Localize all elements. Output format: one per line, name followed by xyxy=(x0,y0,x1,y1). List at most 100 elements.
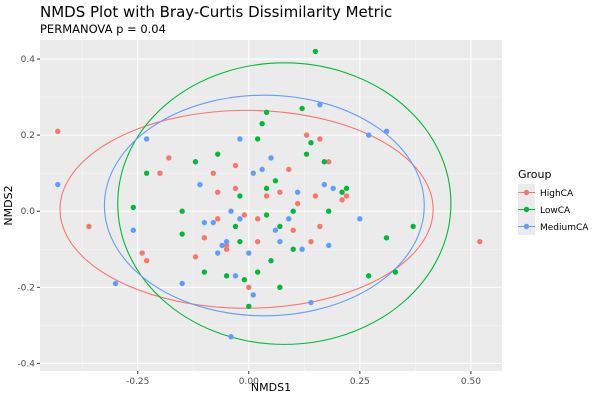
legend: Group HighCA LowCA MediumCA xyxy=(518,168,589,235)
y-tick-label: 0.4 xyxy=(21,55,36,65)
point-lowca xyxy=(192,159,199,165)
point-lowca xyxy=(232,223,239,230)
point-lowca xyxy=(339,189,345,195)
point-mediumca xyxy=(201,219,208,226)
point-lowca xyxy=(392,269,399,275)
point-lowca xyxy=(223,273,230,279)
point-highca xyxy=(312,193,319,199)
y-axis-ticks: -0.4 -0.2 0.0 0.2 0.4 xyxy=(17,55,40,369)
point-lowca xyxy=(277,284,283,290)
point-mediumca xyxy=(272,227,279,233)
x-tick-label: 0.00 xyxy=(239,377,259,387)
x-tick-label: -0.25 xyxy=(126,377,149,387)
point-lowca xyxy=(263,109,270,115)
point-highca xyxy=(166,155,172,161)
point-highca xyxy=(139,250,145,256)
point-lowca xyxy=(130,204,136,211)
x-tick-label: 0.25 xyxy=(350,377,370,387)
point-mediumca xyxy=(228,208,234,214)
point-highca xyxy=(326,159,332,165)
chart-title: NMDS Plot with Bray-Curtis Dissimilarity… xyxy=(40,3,392,21)
point-lowca xyxy=(214,151,221,157)
point-mediumca xyxy=(214,250,221,256)
point-lowca xyxy=(290,246,296,252)
point-highca xyxy=(317,223,323,230)
point-highca xyxy=(286,166,292,173)
point-mediumca xyxy=(268,155,274,161)
point-mediumca xyxy=(55,181,61,188)
point-lowca xyxy=(237,238,243,245)
ellipse-mediumca xyxy=(103,94,425,317)
ellipse-highca xyxy=(59,109,434,309)
point-lowca xyxy=(259,121,265,127)
legend-key-highca xyxy=(518,184,535,201)
minor-gridlines xyxy=(40,40,502,371)
point-highca xyxy=(241,212,248,218)
point-mediumca xyxy=(294,189,301,195)
point-highca xyxy=(210,170,216,176)
point-mediumca xyxy=(250,170,256,176)
point-highca xyxy=(86,223,92,230)
point-lowca xyxy=(263,185,270,192)
point-mediumca xyxy=(326,242,332,249)
confidence-ellipses xyxy=(59,62,452,345)
point-lowca xyxy=(290,208,296,214)
point-mediumca xyxy=(197,181,203,188)
point-highca xyxy=(214,216,221,222)
point-mediumca xyxy=(210,219,216,226)
legend-key-lowca xyxy=(518,201,535,218)
point-mediumca xyxy=(299,246,305,252)
point-lowca xyxy=(179,231,185,237)
point-lowca xyxy=(308,140,314,146)
point-highca xyxy=(254,238,261,245)
point-lowca xyxy=(179,208,185,214)
legend-items: HighCA LowCA MediumCA xyxy=(518,184,589,235)
point-mediumca xyxy=(259,166,265,173)
point-mediumca xyxy=(277,238,283,245)
point-lowca xyxy=(326,208,332,214)
point-highca xyxy=(339,197,345,203)
point-highca xyxy=(214,189,221,195)
y-axis-label: NMDS2 xyxy=(2,185,15,225)
point-highca xyxy=(303,132,310,138)
point-mediumca xyxy=(219,242,225,249)
point-lowca xyxy=(277,223,283,230)
point-highca xyxy=(157,170,163,176)
point-mediumca xyxy=(246,250,252,256)
point-highca xyxy=(294,200,301,207)
point-mediumca xyxy=(237,136,243,142)
point-highca xyxy=(343,193,350,199)
point-mediumca xyxy=(143,136,150,142)
point-highca xyxy=(308,238,314,245)
point-mediumca xyxy=(286,216,292,222)
point-mediumca xyxy=(228,334,234,340)
point-mediumca xyxy=(232,273,239,279)
point-mediumca xyxy=(383,128,390,135)
point-lowca xyxy=(321,159,328,165)
point-lowca xyxy=(237,193,243,199)
point-lowca xyxy=(343,185,350,192)
point-mediumca xyxy=(366,132,372,138)
y-tick-label: -0.2 xyxy=(17,283,35,293)
y-tick-label: -0.4 xyxy=(17,359,35,369)
point-highca xyxy=(246,284,252,290)
point-lowca xyxy=(299,105,305,112)
point-highca xyxy=(254,216,261,222)
point-mediumca xyxy=(330,185,336,192)
point-mediumca xyxy=(308,299,314,306)
point-mediumca xyxy=(130,227,136,233)
chart-subtitle: PERMANOVA p = 0.04 xyxy=(40,22,166,36)
point-lowca xyxy=(201,269,208,275)
point-mediumca xyxy=(321,181,328,188)
y-tick-label: 0.2 xyxy=(21,131,35,141)
x-axis-label: NMDS1 xyxy=(251,381,291,394)
point-highca xyxy=(55,128,61,135)
point-lowca xyxy=(303,151,310,157)
point-highca xyxy=(223,242,230,249)
point-highca xyxy=(263,193,270,199)
point-highca xyxy=(143,257,150,264)
x-axis-ticks: -0.25 0.00 0.25 0.50 xyxy=(126,371,481,387)
point-lowca xyxy=(241,276,248,283)
ellipse-lowca xyxy=(117,62,452,345)
point-lowca xyxy=(312,48,319,55)
